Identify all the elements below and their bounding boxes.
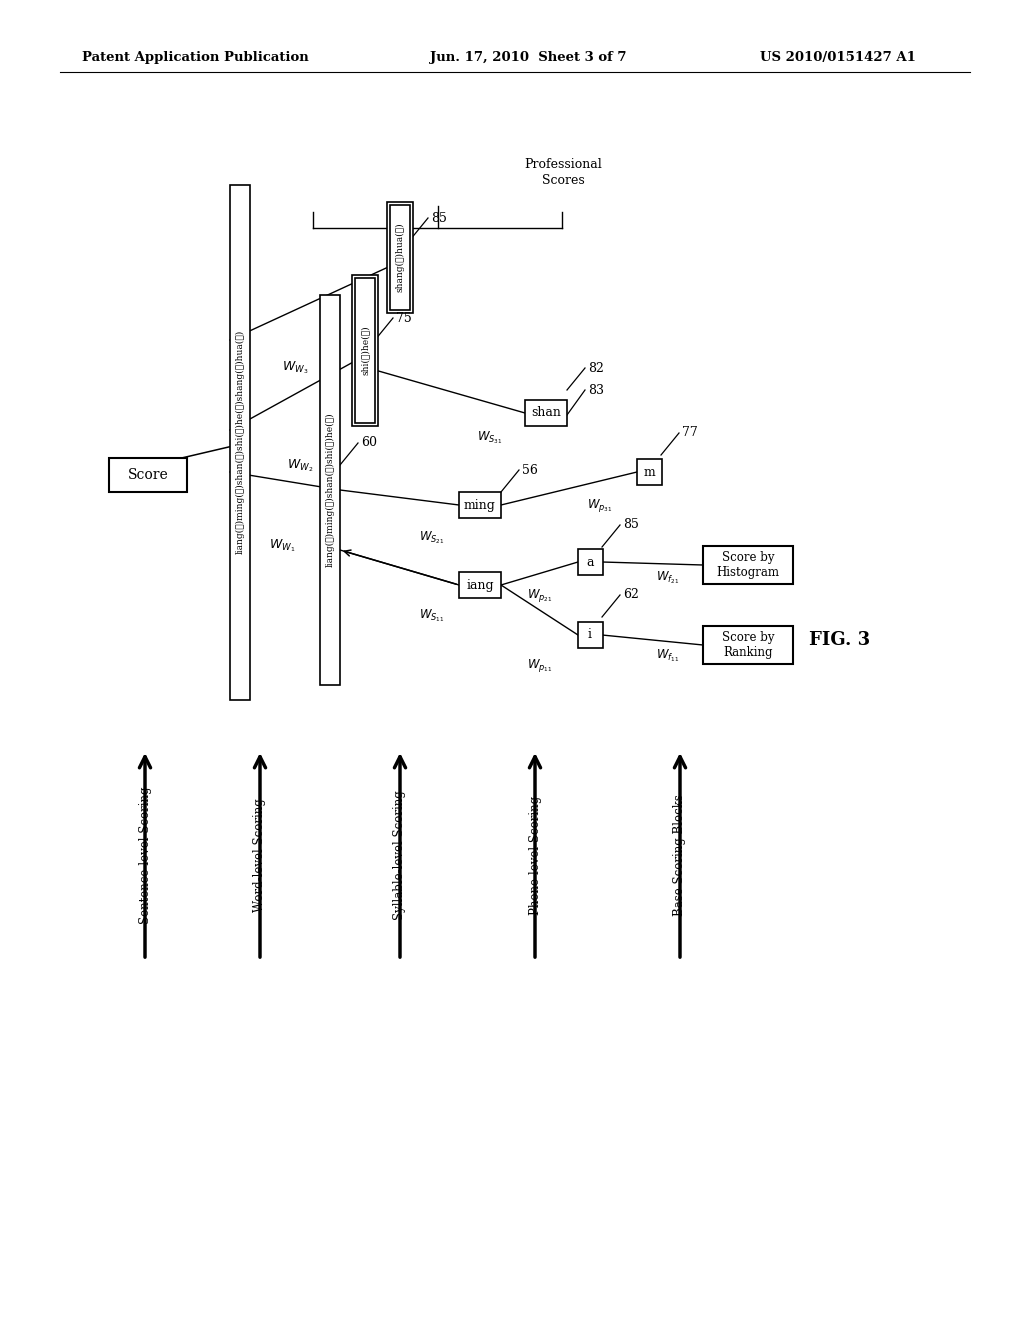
Text: 62: 62 bbox=[623, 589, 639, 602]
Text: Base Scoring Blocks: Base Scoring Blocks bbox=[674, 795, 686, 916]
Text: $W_{W_1}$: $W_{W_1}$ bbox=[269, 537, 295, 553]
Text: $W_{W_2}$: $W_{W_2}$ bbox=[287, 457, 313, 474]
Text: shan: shan bbox=[531, 407, 561, 420]
Text: $W_{p_{21}}$: $W_{p_{21}}$ bbox=[527, 587, 553, 605]
Text: 85: 85 bbox=[431, 211, 446, 224]
Text: shang(賞)hua(花): shang(賞)hua(花) bbox=[395, 222, 404, 292]
Text: $W_{f_{11}}$: $W_{f_{11}}$ bbox=[656, 647, 680, 664]
Text: 56: 56 bbox=[522, 463, 538, 477]
Text: $W_{W_3}$: $W_{W_3}$ bbox=[282, 359, 308, 376]
Text: 75: 75 bbox=[396, 312, 412, 325]
Text: Jun. 17, 2010  Sheet 3 of 7: Jun. 17, 2010 Sheet 3 of 7 bbox=[430, 51, 627, 65]
Bar bbox=[459, 572, 501, 598]
Text: US 2010/0151427 A1: US 2010/0151427 A1 bbox=[760, 51, 915, 65]
Text: m: m bbox=[643, 466, 655, 479]
Text: Score: Score bbox=[128, 469, 168, 482]
Text: Professional
Scores: Professional Scores bbox=[524, 157, 602, 186]
Text: 77: 77 bbox=[682, 426, 697, 440]
Text: shi(適)he(合): shi(適)he(合) bbox=[360, 325, 370, 375]
Text: Score by
Histogram: Score by Histogram bbox=[717, 550, 779, 579]
Bar bbox=[578, 622, 602, 648]
Text: liang(阳)ming(明)shan(山)shi(適)he(合): liang(阳)ming(明)shan(山)shi(適)he(合) bbox=[326, 413, 335, 568]
Text: $W_{S_{11}}$: $W_{S_{11}}$ bbox=[419, 607, 444, 623]
Bar bbox=[390, 205, 410, 309]
Text: liang(阳)ming(明)shan(山)shi(適)he(合)shang(賞)hua(花): liang(阳)ming(明)shan(山)shi(適)he(合)shang(賞… bbox=[236, 330, 245, 554]
Text: Word-level Scoring: Word-level Scoring bbox=[254, 799, 266, 912]
Text: $W_{f_{21}}$: $W_{f_{21}}$ bbox=[656, 569, 680, 586]
Bar bbox=[459, 492, 501, 517]
Bar bbox=[703, 546, 793, 583]
Bar bbox=[230, 185, 250, 700]
Text: 83: 83 bbox=[588, 384, 604, 396]
Text: Phone-level Scoring: Phone-level Scoring bbox=[528, 796, 542, 915]
Text: $W_{S_{31}}$: $W_{S_{31}}$ bbox=[477, 429, 503, 446]
Text: i: i bbox=[588, 628, 592, 642]
Bar bbox=[578, 549, 602, 576]
Bar bbox=[637, 459, 662, 484]
Bar bbox=[352, 275, 378, 425]
Bar bbox=[109, 458, 187, 492]
Bar bbox=[355, 277, 375, 422]
Text: 60: 60 bbox=[361, 437, 377, 450]
Text: 82: 82 bbox=[588, 362, 604, 375]
Text: iang: iang bbox=[466, 578, 494, 591]
Bar bbox=[319, 294, 340, 685]
Text: a: a bbox=[587, 556, 594, 569]
Text: $W_{p_{11}}$: $W_{p_{11}}$ bbox=[527, 657, 553, 675]
Text: Syllable-level Scoring: Syllable-level Scoring bbox=[393, 791, 407, 920]
Text: $W_{S_{21}}$: $W_{S_{21}}$ bbox=[419, 529, 444, 545]
Text: Patent Application Publication: Patent Application Publication bbox=[82, 51, 309, 65]
Bar bbox=[387, 202, 413, 313]
Text: FIG. 3: FIG. 3 bbox=[809, 631, 870, 649]
Bar bbox=[703, 626, 793, 664]
Text: $W_{p_{31}}$: $W_{p_{31}}$ bbox=[587, 498, 612, 513]
Text: Score by
Ranking: Score by Ranking bbox=[722, 631, 774, 659]
Text: 85: 85 bbox=[623, 519, 639, 532]
Text: ming: ming bbox=[464, 499, 496, 511]
Bar bbox=[525, 400, 567, 426]
Text: Sentence-level Scoring: Sentence-level Scoring bbox=[138, 787, 152, 924]
